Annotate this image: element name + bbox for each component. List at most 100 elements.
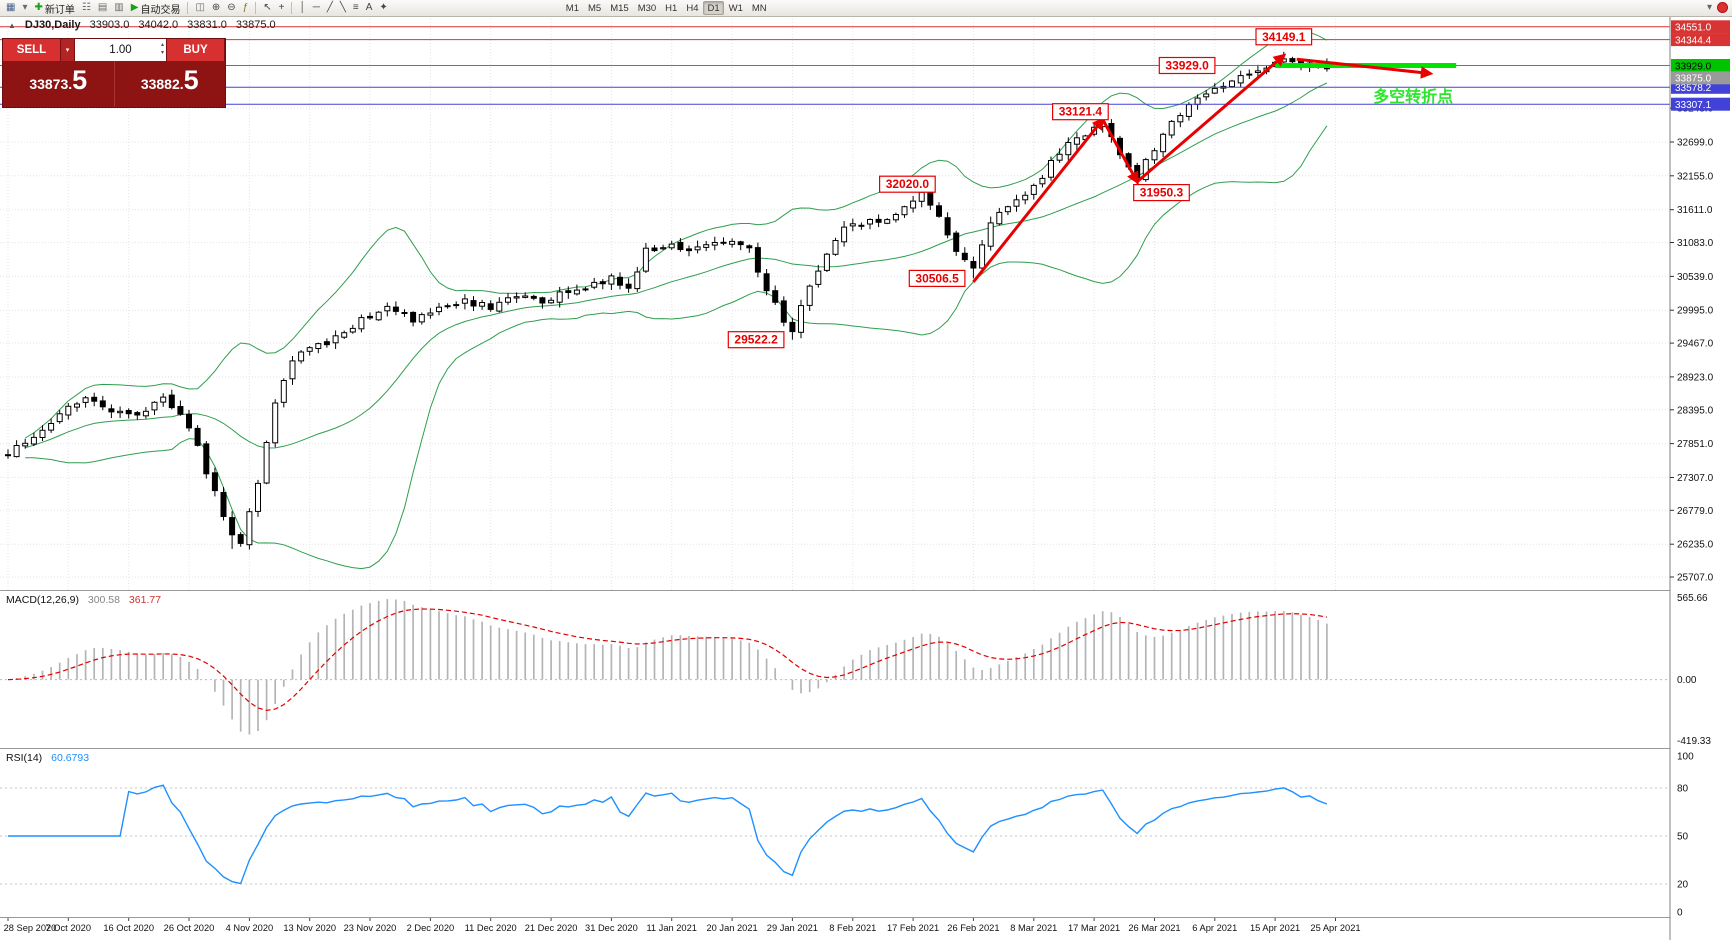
timeframe-m5-button[interactable]: M5 — [588, 2, 602, 14]
price-annotation[interactable]: 31950.3 — [1133, 184, 1190, 202]
timeframe-m30-button[interactable]: M30 — [637, 2, 657, 14]
svg-text:33578.2: 33578.2 — [1675, 83, 1712, 94]
svg-text:26 Mar 2021: 26 Mar 2021 — [1128, 923, 1180, 933]
volume-preset-dropdown[interactable]: ▾ — [61, 39, 75, 61]
autotrade-button[interactable]: ▶ 自动交易 — [128, 1, 184, 16]
svg-text:100: 100 — [1677, 752, 1694, 763]
svg-text:33929.0: 33929.0 — [1165, 59, 1209, 73]
axis-price-label: 34551.0 — [1671, 20, 1730, 34]
svg-text:23 Nov 2020: 23 Nov 2020 — [344, 923, 397, 933]
navigator-button[interactable]: ▤ — [95, 1, 110, 15]
horizontal-line-button[interactable]: ─ — [310, 1, 323, 15]
arrows-tool-button[interactable]: ✦ — [376, 1, 390, 15]
volume-spinner[interactable]: ▴ ▾ — [161, 41, 164, 58]
price-axis[interactable] — [1670, 16, 1732, 940]
chart-profiles-button[interactable]: ▾ — [19, 1, 30, 15]
horizontal-line-icon: ─ — [312, 2, 320, 13]
crosshair-button[interactable]: + — [276, 1, 288, 15]
svg-text:31083.0: 31083.0 — [1677, 238, 1714, 249]
vertical-line-button[interactable]: │ — [296, 1, 308, 15]
price-annotation[interactable]: 33929.0 — [1158, 56, 1216, 75]
price-annotation[interactable]: 33121.4 — [1051, 103, 1109, 121]
axis-price-label: 33307.1 — [1671, 97, 1730, 111]
text-label-button[interactable]: A — [363, 1, 376, 15]
alert-icon[interactable] — [1717, 2, 1728, 13]
svg-text:28 Sep 2020: 28 Sep 2020 — [4, 923, 57, 933]
new-order-button-label: 新订单 — [44, 4, 75, 16]
macd-name: MACD(12,26,9) — [6, 594, 79, 606]
zoom-in-button[interactable]: ⊕ — [209, 1, 223, 15]
sell-price[interactable]: 33873. 5 — [3, 61, 114, 107]
trend-arrow-4[interactable] — [1296, 57, 1434, 79]
fibonacci-button[interactable]: ≡ — [350, 1, 362, 15]
svg-text:0: 0 — [1677, 908, 1683, 919]
timeframe-w1-button[interactable]: W1 — [728, 2, 743, 14]
spin-up-icon[interactable]: ▴ — [160, 42, 164, 48]
timeframe-mn-button[interactable]: MN — [751, 2, 767, 14]
arrows-tool-icon: ✦ — [379, 2, 388, 13]
zoom-in-icon: ⊕ — [211, 2, 221, 13]
sell-button[interactable]: SELL — [3, 39, 61, 61]
svg-text:31950.3: 31950.3 — [1140, 186, 1184, 200]
indicators-button[interactable]: ƒ — [240, 1, 252, 15]
autotrade-button-label: 自动交易 — [140, 4, 181, 16]
tile-windows-button[interactable]: ◫ — [192, 1, 207, 15]
axis-price-label: 33875.0 — [1671, 71, 1730, 85]
market-watch-button[interactable]: ☷ — [79, 1, 94, 15]
sell-price-small: 33873. — [29, 76, 73, 92]
quote-close: 33875.0 — [235, 19, 276, 31]
macd-indicator-label: MACD(12,26,9) 300.58 361.77 — [6, 594, 161, 606]
buy-price-small: 33882. — [140, 76, 184, 92]
trade-panel-header-row: SELL ▾ 1.00 ▴ ▾ BUY — [3, 39, 225, 61]
trendline-button[interactable]: ╱ — [324, 1, 336, 15]
svg-text:4 Nov 2020: 4 Nov 2020 — [226, 923, 274, 933]
macd-signal-line — [7, 608, 1328, 712]
spin-down-icon[interactable]: ▾ — [160, 50, 164, 57]
price-annotation[interactable]: 29522.2 — [727, 331, 785, 349]
toolbar-separator — [187, 2, 189, 14]
price-annotation[interactable]: 32020.0 — [878, 175, 936, 193]
svg-text:31 Dec 2020: 31 Dec 2020 — [585, 923, 638, 933]
chart-quote-line: ▲ DJ30,Daily 33903.0 34042.0 33831.0 338… — [8, 19, 276, 31]
price-annotation[interactable]: 34149.1 — [1255, 28, 1313, 46]
svg-text:30539.0: 30539.0 — [1677, 272, 1714, 283]
volume-field[interactable]: 1.00 ▴ ▾ — [75, 39, 167, 61]
zoom-out-button[interactable]: ⊖ — [224, 1, 238, 15]
trend-arrow-1[interactable] — [972, 117, 1105, 283]
new-chart-button[interactable]: ▦ — [3, 1, 18, 15]
timeframe-h4-button[interactable]: H4 — [686, 2, 699, 14]
svg-text:28923.0: 28923.0 — [1677, 372, 1714, 383]
macd-signal-value: 361.77 — [128, 594, 162, 606]
quote-high: 34042.0 — [138, 19, 179, 31]
trade-panel-prices-row: 33873. 5 33882. 5 — [3, 61, 225, 107]
trend-arrow-3[interactable] — [1136, 53, 1287, 183]
bollinger-bands — [24, 28, 1328, 570]
bollinger-lower-band — [25, 125, 1328, 570]
timeframe-h1-button[interactable]: H1 — [665, 2, 678, 14]
trend-arrow-2[interactable] — [1101, 118, 1139, 185]
timeframe-m1-button[interactable]: M1 — [565, 2, 579, 14]
buy-price[interactable]: 33882. 5 — [113, 61, 226, 107]
cursor-button[interactable]: ↖ — [260, 1, 274, 15]
svg-text:11 Dec 2020: 11 Dec 2020 — [465, 923, 517, 933]
new-order-button[interactable]: ✚ 新订单 — [31, 1, 77, 16]
svg-text:29995.0: 29995.0 — [1677, 306, 1714, 317]
timeframe-m15-button[interactable]: M15 — [610, 2, 629, 14]
channel-button[interactable]: ╲ — [337, 1, 349, 15]
svg-text:0.00: 0.00 — [1677, 675, 1697, 686]
toolbar-overflow-icon[interactable]: ▾ — [1706, 1, 1712, 13]
terminal-button[interactable]: ▥ — [111, 1, 126, 15]
crosshair-icon: + — [278, 2, 285, 13]
toolbar-right-group: ▾ — [1707, 2, 1728, 13]
price-axis-ticks: 33243.032699.032155.031611.031083.030539… — [1670, 104, 1714, 584]
axis-price-label: 33929.0 — [1671, 59, 1730, 72]
timeframe-d1-button[interactable]: D1 — [703, 1, 724, 15]
price-annotation[interactable]: 30506.5 — [908, 269, 966, 287]
macd-main-value: 300.58 — [87, 594, 120, 606]
zoom-out-icon: ⊖ — [227, 2, 236, 13]
buy-button[interactable]: BUY — [167, 39, 225, 61]
turning-point-label[interactable]: 多空转折点 — [1373, 87, 1453, 106]
panel-separators[interactable] — [0, 590, 1732, 918]
